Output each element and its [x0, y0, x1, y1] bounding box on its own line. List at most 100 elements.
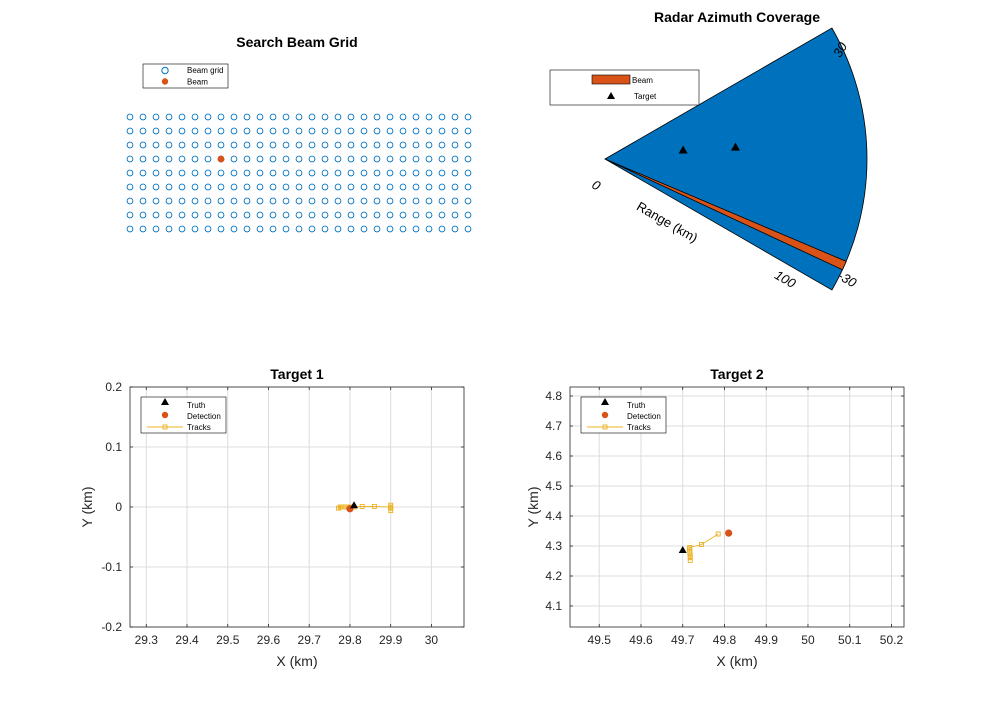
beam-grid-point: [139, 211, 147, 219]
legend-label-truth: Truth: [627, 401, 645, 410]
beam-grid-point: [152, 225, 160, 233]
beam-grid-point: [204, 141, 212, 149]
beam-grid-point: [451, 113, 459, 121]
beam-grid-point: [152, 169, 160, 177]
beam-grid-point: [360, 141, 368, 149]
beam-grid-point: [165, 141, 173, 149]
legend-marker-truth: [601, 398, 609, 405]
beam-grid-point: [399, 197, 407, 205]
beam-grid-point: [204, 169, 212, 177]
legend-label-tracks: Tracks: [187, 423, 211, 432]
beam-grid-point: [217, 141, 225, 149]
beam-grid-point: [204, 211, 212, 219]
beam-grid-point: [321, 155, 329, 163]
beam-grid-point: [230, 169, 238, 177]
beam-grid-point: [282, 169, 290, 177]
beam-grid-point: [295, 169, 303, 177]
beam-grid-point: [282, 155, 290, 163]
beam-grid-point: [347, 197, 355, 205]
beam-grid-point: [243, 113, 251, 121]
beam-grid-point: [438, 197, 446, 205]
beam-grid-point: [282, 141, 290, 149]
beam-grid-point: [399, 127, 407, 135]
beam-grid-point: [399, 211, 407, 219]
beam-grid-point: [191, 169, 199, 177]
beam-grid-point: [217, 211, 225, 219]
beam-grid-point: [347, 141, 355, 149]
x-tick-label: 29.8: [338, 633, 362, 647]
beam-grid-point: [308, 169, 316, 177]
detection-point: [725, 529, 733, 537]
beam-grid-point: [269, 155, 277, 163]
beam-grid-point: [308, 141, 316, 149]
beam-grid-point: [334, 127, 342, 135]
beam-grid-point: [165, 183, 173, 191]
beam-grid-point: [399, 141, 407, 149]
beam-grid-point: [295, 211, 303, 219]
beam-grid-point: [217, 183, 225, 191]
beam-grid-point: [386, 169, 394, 177]
target2-y-axis-label: Y (km): [525, 487, 541, 528]
beam-grid-point: [321, 127, 329, 135]
beam-grid-point: [269, 197, 277, 205]
target-marker: [678, 145, 688, 154]
track-point: [687, 557, 693, 563]
beam-grid-point: [139, 127, 147, 135]
beam-grid-title: Search Beam Grid: [236, 34, 357, 50]
y-tick-label: 4.2: [545, 569, 562, 583]
beam-grid-point: [308, 211, 316, 219]
beam-grid-point: [438, 127, 446, 135]
x-tick-label: 50.1: [838, 633, 862, 647]
beam-grid-point: [139, 155, 147, 163]
target2-x-tick-labels: 49.5 49.6 49.7 49.8 49.9 50 50.1 50.2: [588, 633, 904, 647]
beam-grid-point: [373, 169, 381, 177]
beam-grid-point: [126, 225, 134, 233]
legend-label-tracks: Tracks: [627, 423, 651, 432]
beam-grid-point: [152, 197, 160, 205]
y-tick-label: 4.7: [545, 419, 562, 433]
beam-grid-point: [347, 169, 355, 177]
beam-grid-point: [282, 211, 290, 219]
beam-grid-point: [412, 211, 420, 219]
target1-axes-box: [129, 386, 465, 628]
beam-grid-point: [451, 169, 459, 177]
beam-grid-point: [230, 127, 238, 135]
beam-grid-point: [178, 155, 186, 163]
beam-grid-point: [386, 127, 394, 135]
beam-grid-point: [412, 169, 420, 177]
beam-grid-point: [464, 113, 472, 121]
target2-x-axis-label: X (km): [716, 653, 757, 669]
beam-grid-point: [438, 169, 446, 177]
beam-grid-point: [243, 169, 251, 177]
beam-grid-point: [282, 197, 290, 205]
beam-grid-point: [451, 211, 459, 219]
legend-marker-beam: [161, 78, 169, 85]
beam-grid-point: [464, 197, 472, 205]
y-tick-label: 4.8: [545, 389, 562, 403]
beam-grid-point: [204, 155, 212, 163]
beam-grid-legend-box: [142, 63, 229, 89]
beam-grid-point: [191, 197, 199, 205]
beam-grid-point: [178, 183, 186, 191]
beam-grid-point: [438, 155, 446, 163]
beam-grid-point: [204, 183, 212, 191]
beam-grid-point: [412, 183, 420, 191]
beam-grid-points: [126, 113, 472, 233]
beam-grid-point: [308, 155, 316, 163]
y-tick-label: 4.5: [545, 479, 562, 493]
beam-grid-point: [451, 127, 459, 135]
beam-grid-point: [464, 141, 472, 149]
beam-grid-point: [438, 113, 446, 121]
beam-grid-point: [464, 169, 472, 177]
target1-x-tick-labels: 29.3 29.4 29.5 29.6 29.7 29.8 29.9 30: [135, 633, 439, 647]
beam-grid-point: [347, 113, 355, 121]
beam-grid-point: [152, 211, 160, 219]
beam-grid-point: [373, 197, 381, 205]
beam-grid-point: [295, 225, 303, 233]
legend-label-beam: Beam: [187, 78, 208, 87]
beam-grid-point: [230, 225, 238, 233]
beam-grid-point: [269, 225, 277, 233]
legend-label-beam-grid: Beam grid: [187, 66, 223, 75]
y-tick-label: -0.1: [101, 560, 122, 574]
x-tick-label: 49.7: [671, 633, 695, 647]
